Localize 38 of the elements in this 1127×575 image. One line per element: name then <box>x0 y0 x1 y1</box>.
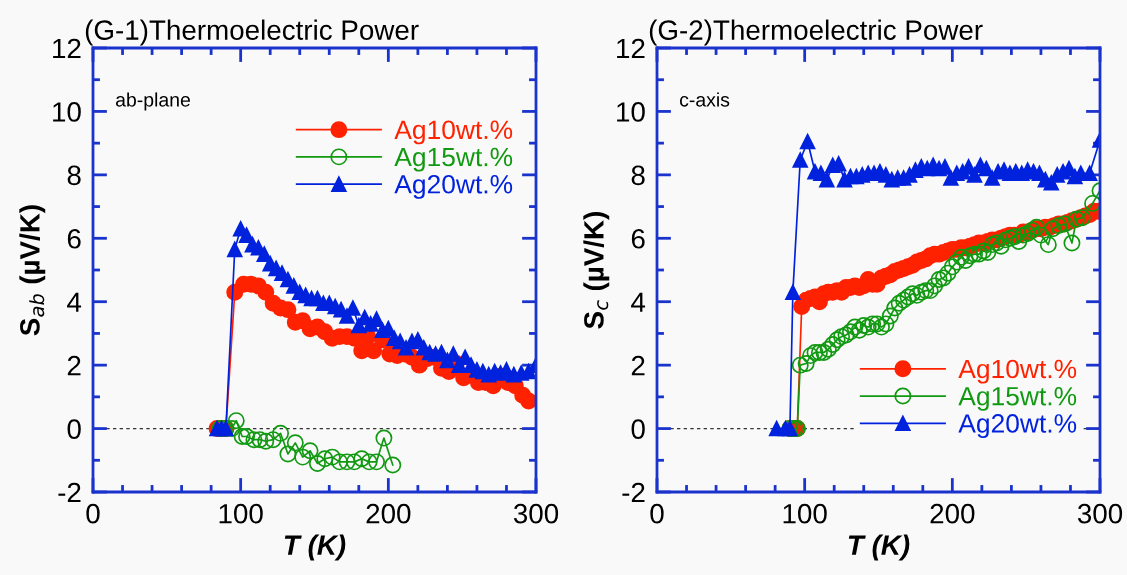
y-tick-label: 6 <box>67 228 81 249</box>
y-tick-label: -2 <box>622 482 645 503</box>
y-tick-label: 4 <box>67 292 82 312</box>
x-tick-label: 100 <box>783 503 827 524</box>
x-axis-title: T (K) <box>284 534 346 561</box>
y-tick-label: 4 <box>631 292 646 312</box>
legend-label: Ag15wt.% <box>394 147 513 172</box>
chart-title: (G-1)Thermoelectric Power <box>85 19 419 46</box>
y-tick-label: 12 <box>617 38 645 59</box>
y-tick-label: -2 <box>58 482 81 503</box>
y-tick-label: 0 <box>631 419 645 439</box>
x-tick-label: 200 <box>366 503 411 524</box>
legend-label: Ag10wt.% <box>394 120 513 145</box>
y-tick-label: 10 <box>617 102 645 122</box>
y-tick-label: 8 <box>631 165 645 186</box>
x-tick-label: 300 <box>513 503 559 524</box>
y-tick-label: 12 <box>53 38 81 59</box>
legend-label: Ag15wt.% <box>958 386 1077 411</box>
y-tick-label: 10 <box>53 102 81 122</box>
y-tick-label: 2 <box>631 355 645 376</box>
y-tick-label: 8 <box>67 165 81 186</box>
y-tick-label: 6 <box>631 228 645 249</box>
legend-label: Ag20wt.% <box>394 174 513 199</box>
chart-title: (G-2)Thermoelectric Power <box>649 19 983 46</box>
y-tick-label: 0 <box>67 419 81 439</box>
legend-label: Ag10wt.% <box>958 359 1077 384</box>
x-tick-label: 200 <box>930 503 975 524</box>
x-tick-label: 0 <box>650 503 664 524</box>
annotation: c-axis <box>679 92 730 107</box>
x-tick-label: 0 <box>86 503 100 524</box>
y-axis-title: S$_{ab}$ (µV/K) <box>19 205 46 336</box>
annotation: ab-plane <box>115 92 190 111</box>
legend-label: Ag20wt.% <box>958 414 1077 439</box>
y-axis-title: S$_{c}$ (µV/K) <box>583 212 610 329</box>
y-tick-label: 2 <box>67 355 81 376</box>
x-tick-label: 300 <box>1077 503 1123 524</box>
x-tick-label: 100 <box>219 503 263 524</box>
x-axis-title: T (K) <box>848 534 910 561</box>
